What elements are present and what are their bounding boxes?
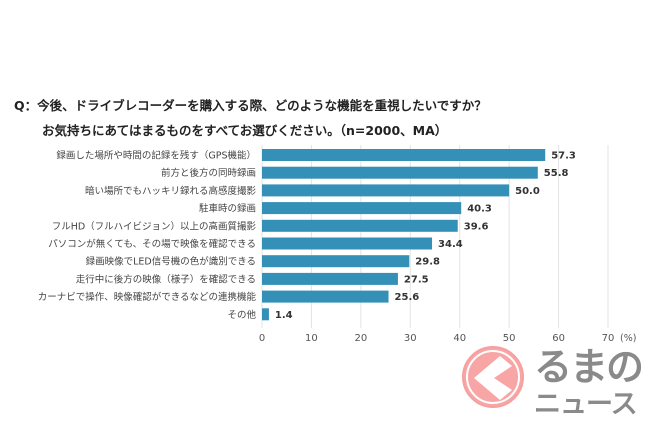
bar	[262, 219, 458, 232]
bar	[262, 237, 433, 250]
bar	[262, 272, 398, 285]
x-tick-label: 60	[552, 333, 565, 344]
value-label: 1.4	[275, 310, 293, 321]
category-label: 前方と後方の同時録画	[161, 167, 256, 179]
category-label: その他	[227, 309, 256, 321]
value-label: 29.8	[415, 257, 440, 268]
x-unit-label: (%)	[620, 333, 636, 344]
question-title: Q：今後、ドライブレコーダーを購入する際、どのような機能を重視したいですか？	[14, 98, 487, 113]
value-label: 34.4	[438, 239, 463, 250]
category-label: カーナビで操作、映像確認ができるなどの連携機能	[38, 291, 257, 303]
category-label: パソコンが無くても、その場で映像を確認できる	[48, 238, 256, 250]
category-label: 録画映像でLED信号機の色が識別できる	[86, 256, 256, 268]
category-label: 暗い場所でもハッキリ録れる高感度撮影	[85, 185, 257, 197]
category-label: 走行中に後方の映像（様子）を確認できる	[76, 273, 256, 285]
value-label: 27.5	[404, 274, 429, 285]
logo-text-line1: るまの	[534, 345, 644, 389]
value-label: 57.3	[551, 151, 576, 162]
category-label: フルHD（フルハイビジョン）以上の高画質撮影	[52, 220, 257, 232]
bar	[262, 290, 389, 303]
x-tick-label: 10	[305, 333, 318, 344]
value-label: 55.8	[544, 168, 569, 179]
x-tick-label: 70	[602, 333, 615, 344]
x-tick-label: 30	[404, 333, 417, 344]
value-label: 50.0	[515, 186, 540, 197]
question-subtitle: お気持ちにあてはまるものをすべてお選びください。（n=2000、MA）	[42, 123, 448, 138]
value-label: 39.6	[464, 221, 489, 232]
value-label: 25.6	[395, 292, 420, 303]
bar	[262, 149, 546, 161]
bar	[262, 184, 510, 197]
bar	[262, 202, 462, 215]
x-tick-label: 0	[259, 333, 265, 344]
value-label: 40.3	[467, 204, 492, 215]
category-label: 録画した場所や時間の記録を残す（GPS機能）	[56, 150, 256, 162]
bar	[262, 166, 538, 179]
kurumano-news-logo: るまの ニュース	[460, 342, 650, 422]
logo-chevron-icon	[462, 346, 524, 408]
logo-text-line2: ニュース	[534, 389, 638, 420]
x-tick-label: 40	[453, 333, 466, 344]
bar	[262, 255, 410, 268]
bar	[262, 308, 269, 321]
x-tick-label: 20	[354, 333, 367, 344]
x-tick-label: 50	[503, 333, 516, 344]
category-label: 駐車時の録画	[199, 203, 256, 215]
